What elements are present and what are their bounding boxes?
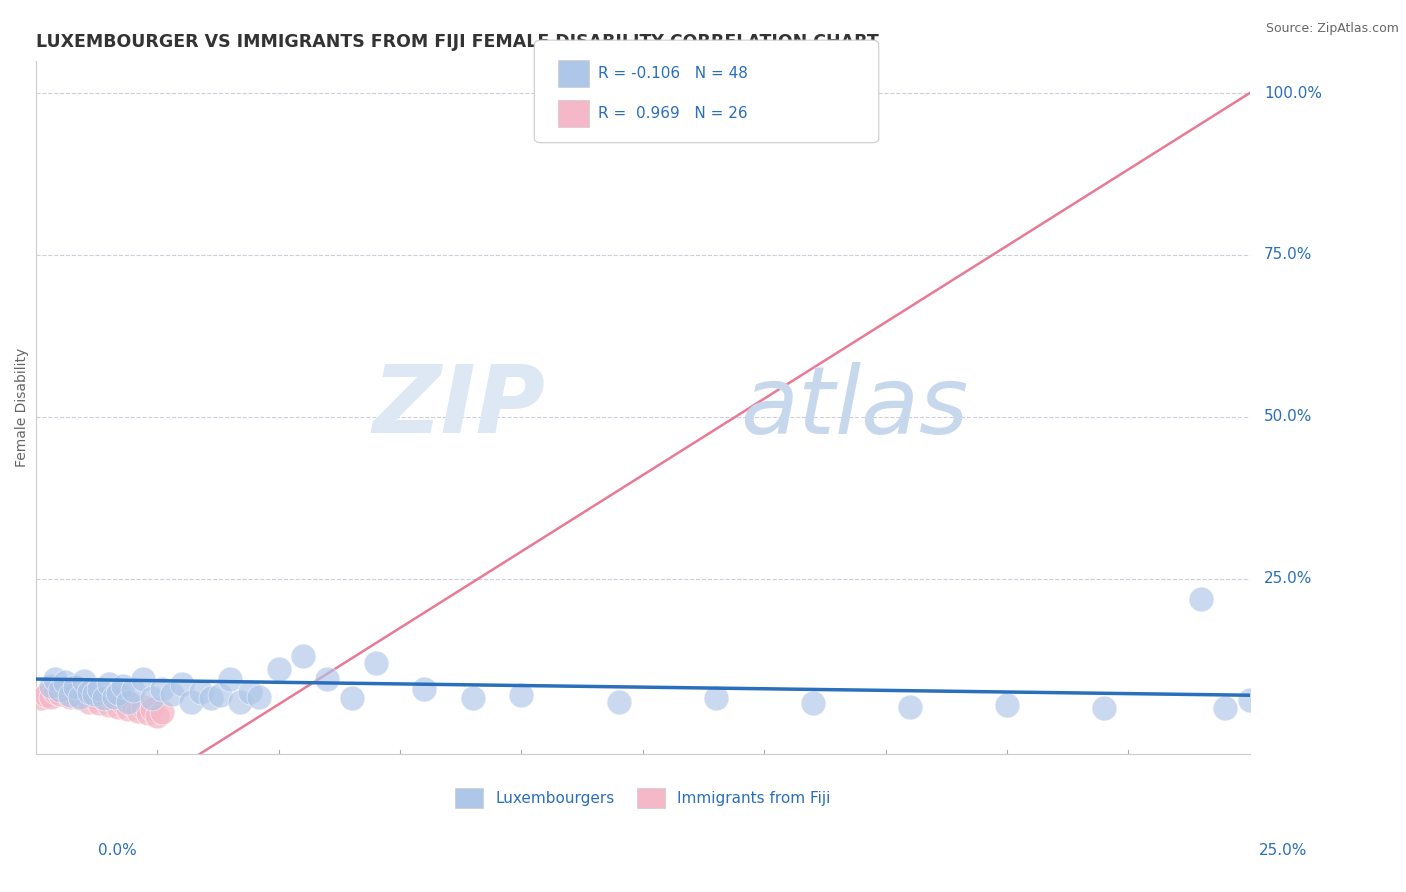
Point: [103, 690, 125, 704]
Text: 0.0%: 0.0%: [98, 843, 138, 858]
Point: [267, 662, 290, 676]
Point: [87, 681, 110, 696]
Point: [1092, 701, 1115, 715]
Point: [132, 672, 155, 686]
Point: [127, 705, 149, 719]
Point: [117, 702, 139, 716]
Point: [170, 676, 193, 690]
Point: [219, 672, 242, 686]
Point: [63, 681, 86, 695]
Point: [132, 699, 155, 714]
Point: [63, 681, 86, 695]
Point: [34, 688, 56, 702]
Point: [316, 672, 339, 686]
Point: [510, 688, 533, 702]
Point: [200, 691, 222, 706]
Point: [122, 683, 145, 698]
Point: [53, 675, 76, 690]
Point: [39, 679, 62, 693]
Point: [704, 691, 727, 706]
Point: [1215, 701, 1237, 715]
Point: [146, 709, 169, 723]
Point: [73, 673, 96, 688]
Point: [53, 681, 76, 696]
Point: [190, 685, 212, 699]
Point: [364, 656, 387, 670]
Point: [461, 691, 484, 706]
Y-axis label: Female Disability: Female Disability: [15, 348, 30, 467]
Point: [112, 696, 135, 710]
Point: [107, 699, 129, 714]
Point: [801, 696, 824, 710]
Point: [44, 685, 66, 699]
Text: 100.0%: 100.0%: [1264, 86, 1322, 101]
Point: [30, 691, 52, 706]
Point: [995, 698, 1018, 712]
Point: [340, 691, 363, 706]
Text: Source: ZipAtlas.com: Source: ZipAtlas.com: [1265, 22, 1399, 36]
Point: [73, 687, 96, 701]
Point: [79, 695, 101, 709]
Point: [97, 676, 120, 690]
Point: [69, 691, 91, 706]
Point: [1239, 693, 1261, 707]
Text: 25.0%: 25.0%: [1264, 571, 1313, 586]
Point: [107, 686, 129, 700]
Point: [413, 681, 436, 696]
Point: [141, 691, 163, 706]
Point: [180, 695, 202, 709]
Point: [209, 688, 232, 702]
Point: [122, 698, 145, 712]
Point: [136, 706, 159, 721]
Text: 50.0%: 50.0%: [1264, 409, 1313, 425]
Point: [291, 649, 314, 664]
Legend: Luxembourgers, Immigrants from Fiji: Luxembourgers, Immigrants from Fiji: [447, 780, 838, 815]
Point: [898, 699, 921, 714]
Point: [1189, 592, 1212, 607]
Point: [607, 695, 630, 709]
Point: [229, 695, 252, 709]
Point: [59, 690, 82, 704]
Point: [160, 687, 183, 701]
Text: atlas: atlas: [740, 361, 969, 452]
Point: [87, 696, 110, 710]
Text: 25.0%: 25.0%: [1260, 843, 1308, 858]
Point: [112, 679, 135, 693]
Point: [59, 688, 82, 702]
Text: R = -0.106   N = 48: R = -0.106 N = 48: [598, 66, 748, 80]
Point: [117, 695, 139, 709]
Point: [93, 691, 115, 706]
Point: [44, 672, 66, 686]
Text: R =  0.969   N = 26: R = 0.969 N = 26: [598, 106, 747, 120]
Point: [83, 690, 105, 704]
Point: [150, 681, 173, 696]
Point: [39, 690, 62, 704]
Point: [247, 690, 270, 704]
Text: 75.0%: 75.0%: [1264, 247, 1313, 262]
Text: ZIP: ZIP: [373, 361, 546, 453]
Point: [83, 687, 105, 701]
Point: [93, 691, 115, 706]
Point: [97, 698, 120, 712]
Point: [238, 685, 260, 699]
Point: [79, 685, 101, 699]
Text: LUXEMBOURGER VS IMMIGRANTS FROM FIJI FEMALE DISABILITY CORRELATION CHART: LUXEMBOURGER VS IMMIGRANTS FROM FIJI FEM…: [37, 33, 879, 51]
Point: [141, 702, 163, 716]
Point: [103, 693, 125, 707]
Point: [49, 687, 72, 701]
Point: [49, 683, 72, 698]
Point: [150, 705, 173, 719]
Point: [69, 690, 91, 704]
